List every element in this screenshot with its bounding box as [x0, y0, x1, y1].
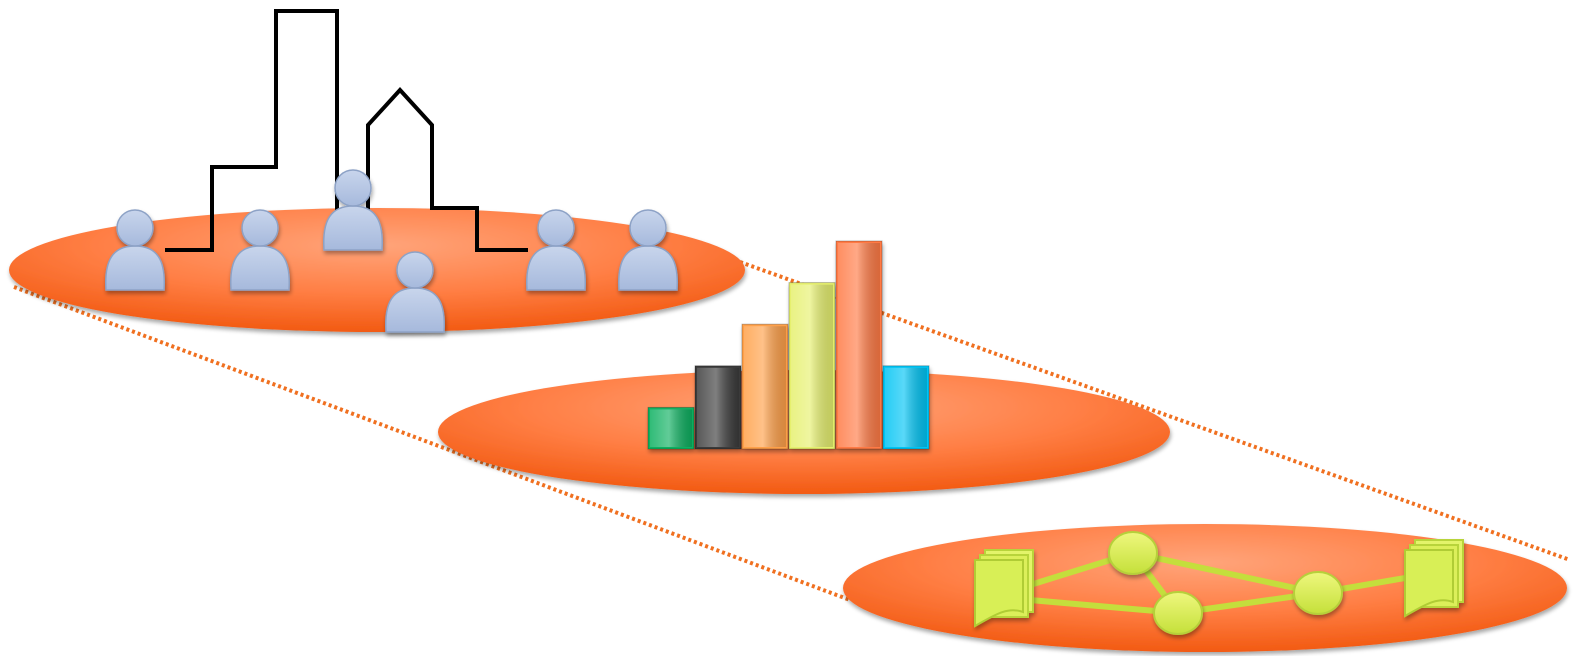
person-icon	[322, 169, 384, 251]
graph-node-icon	[1293, 571, 1343, 615]
bar-chart-icon	[647, 240, 930, 450]
bar-shine	[697, 367, 739, 447]
person-icon	[617, 209, 679, 291]
document-stack-icon	[1404, 539, 1464, 618]
person-icon	[229, 209, 291, 291]
graph-node-icon	[1108, 531, 1158, 575]
graph-nodes	[1108, 531, 1343, 635]
bar-shine	[838, 243, 880, 447]
graph-node-icon	[1153, 591, 1203, 635]
bar-shine	[650, 409, 692, 447]
person-icon	[525, 209, 587, 291]
bar-shine	[791, 284, 833, 447]
bar-shine	[885, 367, 927, 447]
connector-bottom	[13, 285, 851, 602]
person-icon	[384, 251, 446, 333]
bar-shine	[744, 326, 786, 447]
document-stack-icon	[974, 549, 1034, 628]
people-group	[104, 169, 679, 333]
person-icon	[104, 209, 166, 291]
